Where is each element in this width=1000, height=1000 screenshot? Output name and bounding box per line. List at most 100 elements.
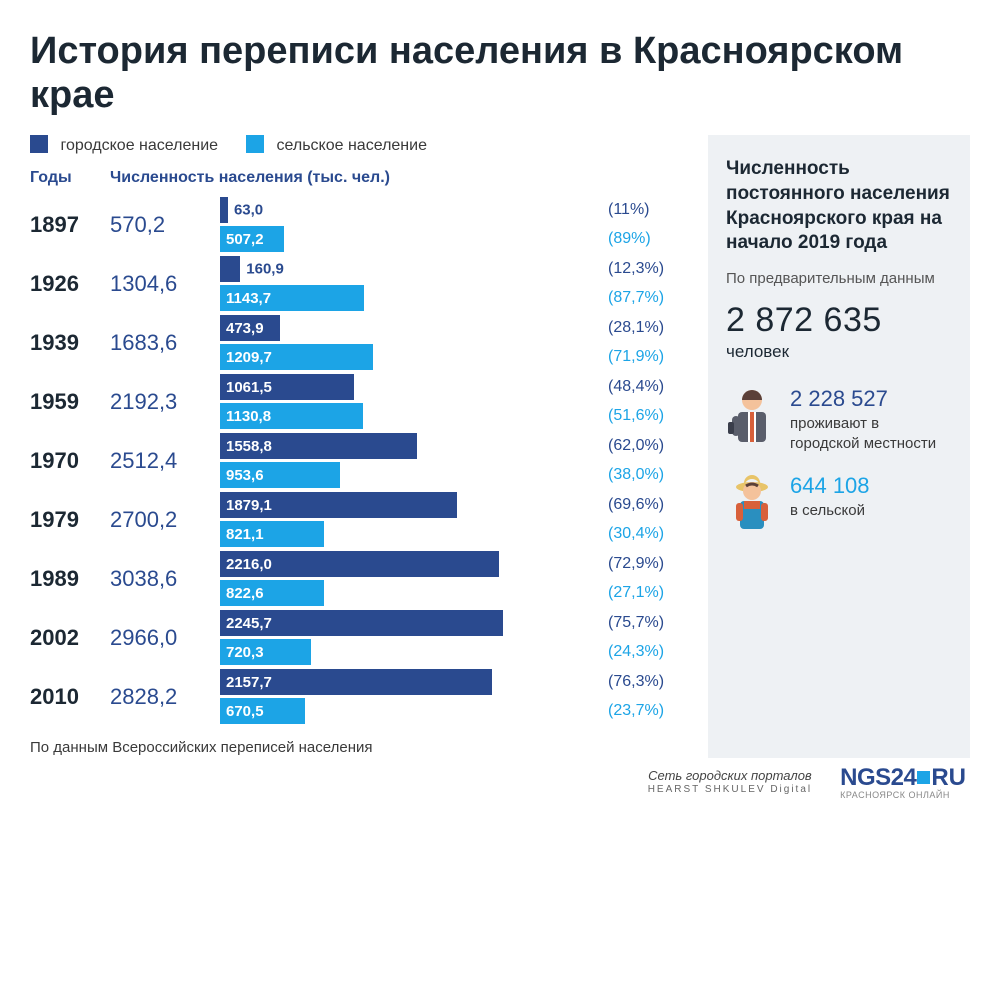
bar-pct-rural: (30,4%) bbox=[608, 525, 688, 543]
bar-pct-rural: (23,7%) bbox=[608, 702, 688, 720]
legend-urban: городское население bbox=[30, 135, 218, 155]
chart-column: городское население сельское население Г… bbox=[30, 135, 688, 758]
logo-square-icon bbox=[917, 771, 930, 784]
bar-rural: 1143,7 bbox=[220, 285, 364, 311]
chart-row: 19893038,62216,0(72,9%)822,6(27,1%) bbox=[30, 551, 688, 606]
bar-track: 2245,7 bbox=[220, 610, 510, 636]
bar-urban: 1879,1 bbox=[220, 492, 457, 518]
bar-urban: 2216,0 bbox=[220, 551, 499, 577]
row-total: 2192,3 bbox=[110, 389, 220, 415]
ngs-logo: NGS24 RU КРАСНОЯРСК ОНЛАЙН bbox=[840, 764, 966, 800]
bar-label-urban: 63,0 bbox=[234, 202, 263, 219]
bar-pct-rural: (24,3%) bbox=[608, 643, 688, 661]
row-total: 570,2 bbox=[110, 212, 220, 238]
bar-pct-urban: (69,6%) bbox=[608, 496, 688, 514]
row-total: 3038,6 bbox=[110, 566, 220, 592]
bar-track: 822,6 bbox=[220, 580, 510, 606]
farmer-icon bbox=[726, 473, 778, 538]
chart-row: 19592192,31061,5(48,4%)1130,8(51,6%) bbox=[30, 374, 688, 429]
chart-row: 19391683,6473,9(28,1%)1209,7(71,9%) bbox=[30, 315, 688, 370]
bar-line-rural: 953,6 (38,0%) bbox=[220, 462, 688, 488]
sidebar-rural-number: 644 108 bbox=[790, 473, 870, 499]
row-bars: 1879,1 (69,6%) 821,1(30,4%) bbox=[220, 492, 688, 547]
swatch-urban bbox=[30, 135, 48, 153]
bar-track: 1143,7 bbox=[220, 285, 510, 311]
bar-rural: 1209,7 bbox=[220, 344, 373, 370]
chart-row: 20102828,22157,7(76,3%)670,5(23,7%) bbox=[30, 669, 688, 724]
row-year: 1979 bbox=[30, 507, 110, 533]
row-bars: 2216,0(72,9%)822,6(27,1%) bbox=[220, 551, 688, 606]
row-year: 2010 bbox=[30, 684, 110, 710]
bar-track: 1130,8 bbox=[220, 403, 510, 429]
bar-track: 720,3 bbox=[220, 639, 510, 665]
bar-track: 160,9 bbox=[220, 256, 510, 282]
legend-rural: сельское население bbox=[246, 135, 427, 155]
bar-pct-rural: (71,9%) bbox=[608, 348, 688, 366]
bar-urban: 2245,7 bbox=[220, 610, 503, 636]
bar-line-rural: 670,5 (23,7%) bbox=[220, 698, 688, 724]
bar-rural: 670,5 bbox=[220, 698, 305, 724]
bar-line-rural: 1130,8 (51,6%) bbox=[220, 403, 688, 429]
bar-line-rural: 821,1(30,4%) bbox=[220, 521, 688, 547]
bar-pct-urban: (28,1%) bbox=[608, 319, 688, 337]
logo-main: NGS24 bbox=[840, 764, 916, 792]
bar-urban: 473,9 bbox=[220, 315, 280, 341]
bar-line-urban: 2216,0(72,9%) bbox=[220, 551, 688, 577]
sidebar: Численность постоянного населения Красно… bbox=[708, 135, 970, 758]
chart-row: 20022966,02245,7 (75,7%) 720,3 (24,3%) bbox=[30, 610, 688, 665]
content-wrapper: городское население сельское население Г… bbox=[30, 135, 970, 758]
header-year: Годы bbox=[30, 169, 110, 187]
bar-pct-urban: (75,7%) bbox=[608, 614, 688, 632]
bar-track: 1061,5 bbox=[220, 374, 510, 400]
sidebar-urban-text: проживают в городской местности bbox=[790, 414, 952, 453]
bar-pct-urban: (62,0%) bbox=[608, 437, 688, 455]
sidebar-urban-number: 2 228 527 bbox=[790, 386, 952, 412]
bar-track: 2216,0 bbox=[220, 551, 510, 577]
bar-pct-rural: (89%) bbox=[608, 230, 688, 248]
bar-rural: 1130,8 bbox=[220, 403, 363, 429]
sidebar-rural-item: 644 108 в сельской bbox=[726, 473, 952, 538]
chart-row: 19702512,41558,8 (62,0%) 953,6 (38,0%) bbox=[30, 433, 688, 488]
bar-label-urban: 160,9 bbox=[246, 261, 284, 278]
sidebar-big-number: 2 872 635 bbox=[726, 301, 952, 340]
bar-urban: 1558,8 bbox=[220, 433, 417, 459]
bar-track: 2157,7 bbox=[220, 669, 510, 695]
bar-pct-urban: (48,4%) bbox=[608, 378, 688, 396]
bar-track: 670,5 bbox=[220, 698, 510, 724]
bar-pct-rural: (87,7%) bbox=[608, 289, 688, 307]
bar-pct-rural: (38,0%) bbox=[608, 466, 688, 484]
row-total: 1683,6 bbox=[110, 330, 220, 356]
row-year: 2002 bbox=[30, 625, 110, 651]
sidebar-rural-text: в сельской bbox=[790, 501, 870, 521]
bar-track: 473,9 bbox=[220, 315, 510, 341]
bar-urban: 2157,7 bbox=[220, 669, 492, 695]
row-bars: 1558,8 (62,0%) 953,6 (38,0%) bbox=[220, 433, 688, 488]
bar-line-urban: 2157,7 (76,3%) bbox=[220, 669, 688, 695]
row-bars: 2245,7 (75,7%) 720,3 (24,3%) bbox=[220, 610, 688, 665]
bar-track: 1209,7 bbox=[220, 344, 510, 370]
row-year: 1970 bbox=[30, 448, 110, 474]
sidebar-urban-item: 2 228 527 проживают в городской местност… bbox=[726, 386, 952, 453]
bar-track: 1879,1 bbox=[220, 492, 510, 518]
footer: Сеть городских порталов HEARST SHKULEV D… bbox=[30, 764, 970, 800]
bar-line-urban: 1879,1 (69,6%) bbox=[220, 492, 688, 518]
portal-credit: Сеть городских порталов HEARST SHKULEV D… bbox=[648, 769, 812, 794]
source-note: По данным Всероссийских переписей населе… bbox=[30, 738, 688, 758]
bar-pct-rural: (51,6%) bbox=[608, 407, 688, 425]
portal-line2: HEARST SHKULEV Digital bbox=[648, 784, 812, 795]
row-total: 2700,2 bbox=[110, 507, 220, 533]
swatch-rural bbox=[246, 135, 264, 153]
bar-line-urban: 2245,7 (75,7%) bbox=[220, 610, 688, 636]
row-bars: 2157,7 (76,3%) 670,5 (23,7%) bbox=[220, 669, 688, 724]
bar-rural: 720,3 bbox=[220, 639, 311, 665]
column-headers: Годы Численность населения (тыс. чел.) bbox=[30, 169, 688, 187]
bar-line-urban: 473,9 (28,1%) bbox=[220, 315, 688, 341]
header-count: Численность населения (тыс. чел.) bbox=[110, 169, 688, 187]
bar-line-rural: 507,2(89%) bbox=[220, 226, 688, 252]
legend-rural-label: сельское население bbox=[277, 137, 427, 154]
bar-line-urban: 1558,8 (62,0%) bbox=[220, 433, 688, 459]
row-total: 2512,4 bbox=[110, 448, 220, 474]
row-total: 2966,0 bbox=[110, 625, 220, 651]
bar-rural: 953,6 bbox=[220, 462, 340, 488]
bar-pct-urban: (76,3%) bbox=[608, 673, 688, 691]
